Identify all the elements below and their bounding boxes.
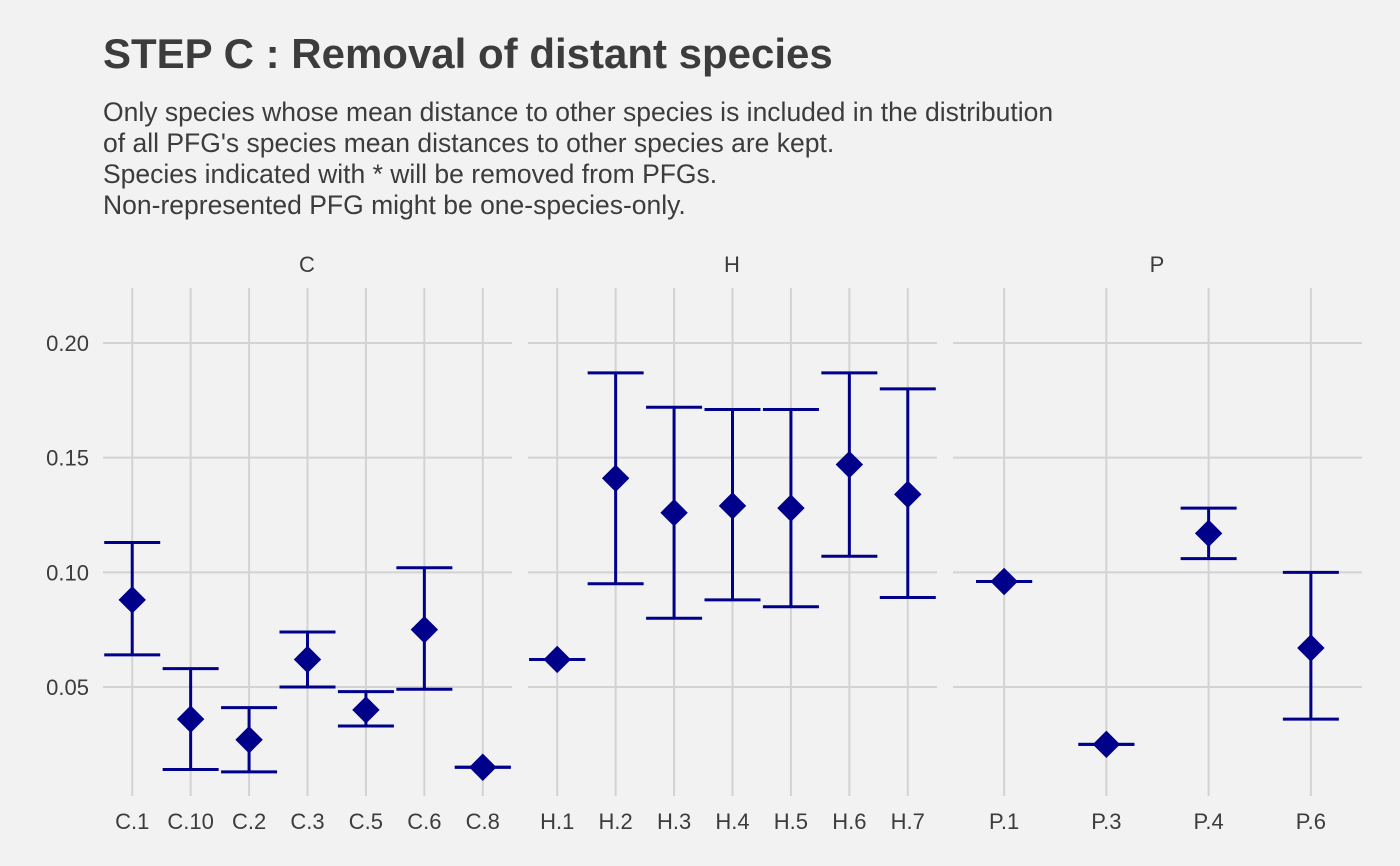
data-point-diamond — [1092, 730, 1121, 759]
y-tick-label: 0.10 — [46, 560, 89, 585]
y-tick-label: 0.15 — [46, 446, 89, 471]
data-point-diamond — [469, 753, 497, 781]
subtitle-line: Species indicated with * will be removed… — [103, 159, 718, 189]
subtitle-line: Non-represented PFG might be one-species… — [103, 190, 686, 220]
data-point-diamond — [410, 615, 439, 644]
x-tick-label: C.2 — [232, 809, 266, 834]
x-tick-label: P.3 — [1091, 809, 1121, 834]
y-tick-label: 0.20 — [46, 331, 89, 356]
y-tick-label: 0.05 — [46, 675, 89, 700]
facet-strip-label: H — [724, 252, 740, 277]
x-tick-label: P.4 — [1194, 809, 1224, 834]
x-tick-label: H.3 — [657, 809, 691, 834]
data-point-diamond — [235, 726, 263, 754]
data-point-diamond — [176, 705, 205, 733]
x-tick-label: C.3 — [290, 809, 324, 834]
x-tick-label: H.2 — [599, 809, 633, 834]
data-point-diamond — [1194, 519, 1223, 548]
x-tick-label: C.1 — [115, 809, 149, 834]
data-point-diamond — [718, 492, 747, 520]
data-point-diamond — [660, 498, 688, 527]
data-point-diamond — [543, 645, 571, 674]
subtitle-line: of all PFG's species mean distances to o… — [103, 128, 835, 158]
x-tick-label: C.6 — [407, 809, 441, 834]
data-point-diamond — [990, 567, 1018, 596]
data-point-diamond — [1297, 634, 1325, 662]
x-tick-label: C.10 — [167, 809, 213, 834]
data-point-diamond — [352, 696, 380, 724]
x-tick-label: C.8 — [466, 809, 500, 834]
data-point-diamond — [835, 450, 864, 479]
facet-strip-label: P — [1150, 252, 1165, 277]
x-tick-label: C.5 — [349, 809, 383, 834]
x-tick-label: H.4 — [715, 809, 749, 834]
x-tick-label: P.6 — [1296, 809, 1326, 834]
x-tick-label: H.5 — [774, 809, 808, 834]
data-point-diamond — [118, 586, 146, 614]
x-tick-label: H.6 — [832, 809, 866, 834]
facet-strip-label: C — [299, 252, 315, 277]
data-point-diamond — [777, 494, 805, 522]
data-point-diamond — [601, 464, 630, 493]
x-tick-label: H.1 — [540, 809, 574, 834]
subtitle-line: Only species whose mean distance to othe… — [103, 97, 1054, 127]
data-point-diamond — [293, 645, 322, 674]
x-tick-label: H.7 — [891, 809, 925, 834]
chart-title: STEP C : Removal of distant species — [103, 30, 833, 77]
x-tick-label: P.1 — [989, 809, 1019, 834]
data-point-diamond — [894, 480, 922, 509]
chart-subtitle: Only species whose mean distance to othe… — [103, 97, 1053, 221]
